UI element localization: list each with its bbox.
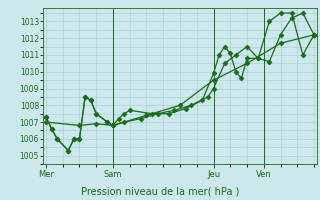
Text: Pression niveau de la mer( hPa ): Pression niveau de la mer( hPa ) [81, 186, 239, 196]
